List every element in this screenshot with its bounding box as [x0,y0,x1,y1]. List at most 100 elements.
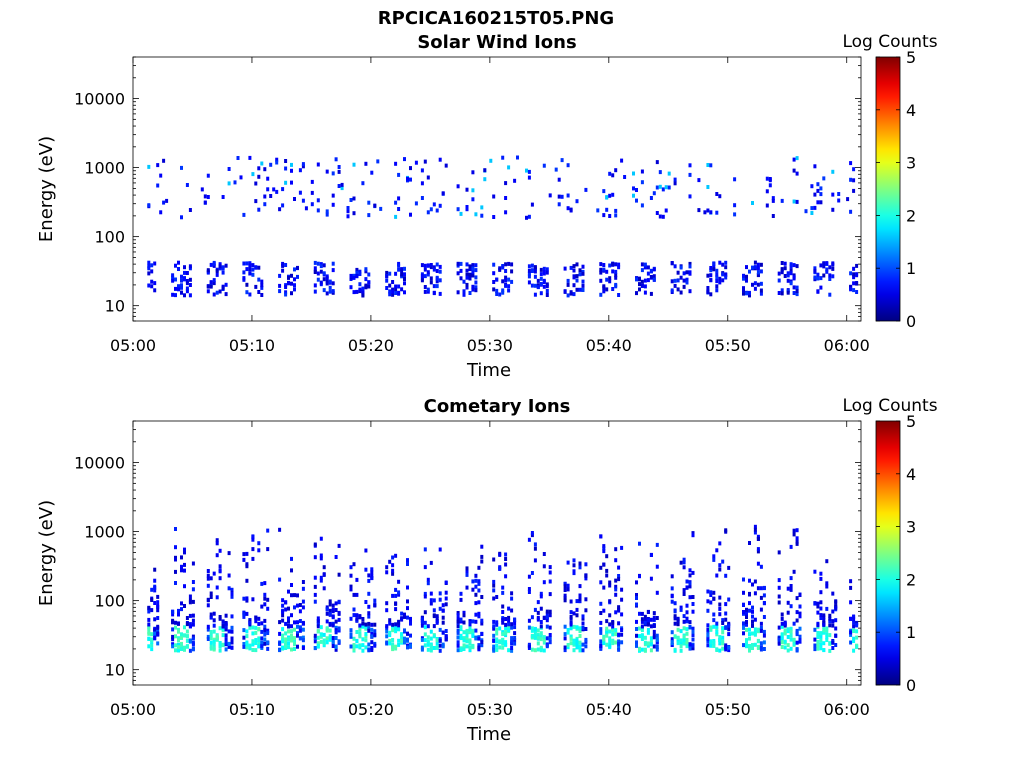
heatmap-cell [828,613,832,618]
heatmap-cell [762,629,766,634]
heatmap-cell [638,634,641,639]
heatmap-cell [617,293,621,297]
heatmap-cell [578,626,582,631]
heatmap-cell [617,621,621,626]
heatmap-cell [715,632,719,637]
heatmap-cell [185,622,189,627]
heatmap-cell [174,545,177,550]
heatmap-cell [281,639,285,644]
heatmap-cell [673,181,677,186]
heatmap-cell [254,648,258,653]
heatmap-cell [409,177,412,182]
heatmap-cell [319,280,323,285]
heatmap-cell [852,620,856,625]
heatmap-cell [655,542,659,547]
heatmap-cell [420,621,424,625]
heatmap-cell [632,193,635,198]
heatmap-cell [795,541,799,546]
heatmap-cell [575,199,579,204]
heatmap-cell [599,639,603,644]
heatmap-cell [352,607,356,612]
heatmap-cell [245,578,249,583]
heatmap-cell [745,640,748,645]
heatmap-cell [438,203,442,208]
colorbar-tick-label: 2 [906,570,916,589]
heatmap-cell [712,643,716,648]
heatmap-cell [477,565,481,570]
heatmap-cell [429,601,433,606]
heatmap-cell [679,629,683,634]
heatmap-cell [652,267,656,272]
heatmap-cell [397,267,401,272]
heatmap-cell [533,627,537,632]
heatmap-cell [212,571,216,576]
heatmap-cell [721,621,725,625]
heatmap-cell [525,215,528,220]
heatmap-cell [655,590,659,595]
heatmap-cell [614,273,618,278]
heatmap-cell [257,616,261,621]
heatmap-cell [150,637,154,642]
heatmap-cell [721,272,725,277]
heatmap-cell [349,573,353,578]
heatmap-cell [260,581,264,586]
heatmap-cell [432,608,436,613]
heatmap-cell [709,278,713,283]
heatmap-cell [685,585,689,590]
heatmap-cell [456,207,460,212]
heatmap-cell [432,624,436,629]
heatmap-cell [682,271,686,276]
heatmap-cell [471,619,475,624]
heatmap-cell [611,261,615,266]
heatmap-cell [370,570,374,575]
heatmap-cell [388,633,392,637]
heatmap-cell [495,595,499,599]
heatmap-cell [620,632,624,637]
heatmap-cell [206,624,210,629]
heatmap-cell [697,208,701,213]
heatmap-cell [507,288,511,293]
heatmap-cell [298,636,302,641]
heatmap-cell [786,600,790,605]
heatmap-cell [605,269,609,274]
heatmap-cell [510,622,514,627]
heatmap-cell [721,262,725,267]
heatmap-cell [852,266,856,271]
heatmap-cell [426,210,430,215]
heatmap-cell [599,270,603,275]
heatmap-cell [566,583,570,588]
heatmap-cell [727,645,731,650]
heatmap-cell [230,640,234,645]
heatmap-cell [263,624,267,629]
heatmap-cell [795,536,799,541]
heatmap-cell [608,622,612,627]
heatmap-cell [153,281,157,286]
heatmap-cell [542,278,546,283]
heatmap-cell [504,275,508,280]
heatmap-cell [795,640,799,645]
heatmap-cell [162,200,166,205]
heatmap-cell [156,183,160,188]
heatmap-cell [248,625,252,630]
heatmap-cell [212,629,216,634]
heatmap-cell [709,163,713,168]
heatmap-cell [355,267,359,272]
heatmap-cell [477,614,481,619]
heatmap-cell [816,188,820,193]
heatmap-cell [709,600,713,605]
heatmap-cell [578,634,582,638]
heatmap-cell [608,279,612,284]
heatmap-cell [649,617,653,622]
heatmap-cell [507,165,511,170]
heatmap-cell [640,279,644,284]
heatmap-cell [257,636,261,641]
heatmap-cell [620,612,624,617]
heatmap-cell [825,638,829,642]
heatmap-cell [504,557,508,561]
heatmap-cell [212,645,216,650]
heatmap-cell [566,645,570,650]
heatmap-cell [718,194,722,199]
heatmap-cell [605,277,609,282]
heatmap-cell [322,277,326,282]
heatmap-cell [756,638,760,643]
